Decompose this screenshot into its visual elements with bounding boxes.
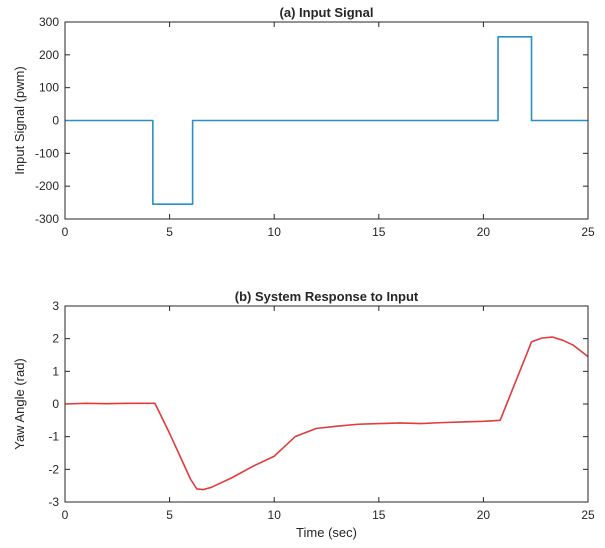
panel-system-response: (b) System Response to Input Yaw Angle (… <box>12 289 595 540</box>
y-tick-label: -200 <box>35 179 59 193</box>
y-tick-label: 300 <box>39 15 59 29</box>
y-tick-label: -100 <box>35 146 59 160</box>
plot-area-input-signal: 0 5 10 15 20 25 -300 -200 -100 0 100 200 300 <box>35 15 595 239</box>
y-tick-label: -3 <box>48 495 59 509</box>
y-tick-label: 200 <box>39 48 59 62</box>
chart-title-input-signal: (a) Input Signal <box>280 5 374 20</box>
x-tick-label: 20 <box>477 225 491 239</box>
x-tick-label: 5 <box>166 225 173 239</box>
x-tick-label: 5 <box>166 508 173 522</box>
y-tick-label: 0 <box>52 114 59 128</box>
plot-area-system-response: 0 5 10 15 20 25 -3 -2 -1 0 1 2 3 <box>48 299 595 522</box>
y-axis-label-yaw-angle: Yaw Angle (rad) <box>12 358 27 450</box>
y-tick-label: 2 <box>52 332 59 346</box>
panel-input-signal: (a) Input Signal Input Signal (pwm) 0 5 10… <box>12 5 595 239</box>
axes-frame-input-signal <box>64 21 589 220</box>
y-tick-label: 100 <box>39 81 59 95</box>
x-tick-label: 25 <box>581 225 595 239</box>
y-tick-label: -300 <box>35 212 59 226</box>
x-tick-label: 10 <box>268 508 282 522</box>
x-tick-label: 0 <box>62 225 69 239</box>
x-tick-label: 0 <box>62 508 69 522</box>
x-tick-label: 25 <box>581 508 595 522</box>
x-tick-label: 10 <box>268 225 282 239</box>
series-line <box>64 336 589 491</box>
y-tick-label: 1 <box>52 364 59 378</box>
axes-frame-system-response <box>64 305 589 503</box>
x-axis-label-time: Time (sec) <box>296 525 357 540</box>
chart-title-system-response: (b) System Response to Input <box>235 289 419 304</box>
y-tick-label: 3 <box>52 299 59 313</box>
y-tick-label: -1 <box>48 430 59 444</box>
series-line <box>65 35 588 206</box>
y-tick-label: -2 <box>48 462 59 476</box>
x-tick-label: 15 <box>372 225 386 239</box>
y-axis-label-input-signal: Input Signal (pwm) <box>12 66 27 174</box>
x-tick-label: 20 <box>477 508 491 522</box>
y-tick-label: 0 <box>52 397 59 411</box>
x-tick-label: 15 <box>372 508 386 522</box>
